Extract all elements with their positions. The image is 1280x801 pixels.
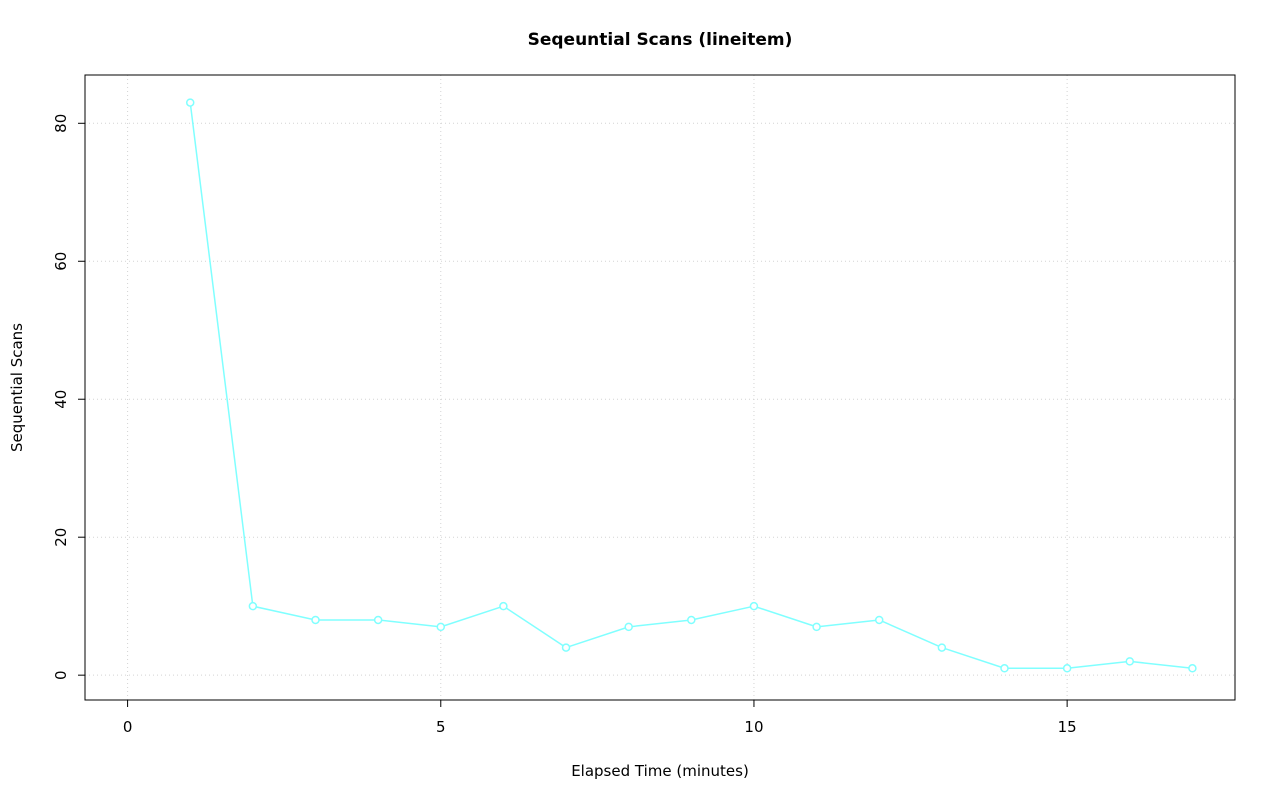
y-tick-label: 0 [52, 670, 70, 680]
data-point [1125, 657, 1135, 666]
data-point [749, 601, 759, 611]
data-point [624, 622, 633, 632]
data-point [561, 643, 571, 652]
x-tick-label: 10 [744, 718, 763, 736]
x-tick-label: 0 [123, 718, 133, 736]
data-point [1188, 664, 1197, 673]
data-point [937, 643, 947, 652]
x-tick-label: 5 [436, 718, 446, 736]
data-point [687, 615, 696, 625]
plot-border [84, 74, 1236, 701]
chart-title: Seqeuntial Scans (lineitem) [528, 30, 793, 50]
series-line [189, 101, 1194, 670]
data-point [1062, 664, 1072, 673]
y-axis-label: Sequential Scans [8, 323, 26, 452]
y-axis: 0 20 40 60 80 [52, 114, 85, 680]
y-tick-label: 40 [52, 390, 70, 409]
x-axis: 0 5 10 15 [123, 700, 1077, 736]
data-point [812, 622, 821, 632]
data-point [499, 601, 508, 611]
y-tick-label: 60 [52, 252, 70, 271]
x-tick-label: 15 [1058, 718, 1077, 736]
x-axis-label: Elapsed Time (minutes) [571, 762, 749, 780]
data-point [1000, 664, 1009, 673]
data-point [311, 615, 320, 625]
data-point [436, 622, 446, 632]
data-point [185, 98, 195, 107]
data-point [248, 601, 258, 611]
gridlines [85, 75, 1235, 700]
data-series [185, 98, 1197, 673]
y-tick-label: 80 [52, 114, 70, 133]
y-tick-label: 20 [52, 528, 70, 547]
data-point [874, 615, 884, 625]
data-point [373, 615, 383, 625]
